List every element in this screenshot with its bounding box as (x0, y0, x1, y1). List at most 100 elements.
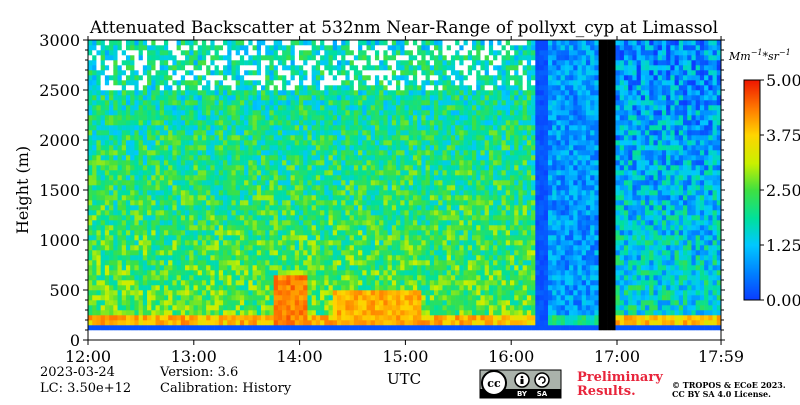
heatmap-cell (218, 235, 224, 241)
heatmap-cell (252, 280, 258, 286)
heatmap-cell (400, 215, 405, 221)
heatmap-cell (134, 110, 139, 116)
heatmap-cell (248, 190, 253, 196)
heatmap-cell (370, 175, 376, 181)
heatmap-cell (206, 305, 211, 311)
heatmap-cell (210, 215, 215, 221)
heatmap-cell (172, 190, 177, 196)
heatmap-cell (408, 205, 414, 211)
heatmap-cell (404, 70, 410, 76)
heatmap-cell (214, 110, 220, 116)
heatmap-cell (417, 150, 422, 156)
heatmap-cell (311, 255, 317, 261)
heatmap-cell (109, 270, 114, 276)
heatmap-cell (425, 130, 431, 136)
heatmap-cell (180, 200, 186, 206)
heatmap-cell (189, 145, 194, 151)
heatmap-cell (421, 235, 426, 241)
heatmap-cell (294, 200, 300, 206)
heatmap-cell (273, 195, 279, 201)
heatmap-cell (193, 40, 199, 46)
heatmap-cell (311, 195, 317, 201)
heatmap-cell (252, 180, 258, 186)
heatmap-cell (231, 165, 236, 171)
heatmap-cell (434, 205, 439, 211)
heatmap-cell (189, 320, 194, 326)
heatmap-cell (261, 110, 266, 116)
heatmap-cell (176, 235, 182, 241)
heatmap-cell (155, 155, 161, 161)
heatmap-cell (391, 135, 397, 141)
heatmap-cell (303, 215, 308, 221)
heatmap-cell (231, 245, 236, 251)
heatmap-cell (277, 90, 283, 96)
heatmap-cell (210, 115, 215, 121)
heatmap-cell (387, 150, 393, 156)
heatmap-cell (311, 165, 317, 171)
heatmap-cell (125, 110, 131, 116)
heatmap-cell (185, 215, 190, 221)
heatmap-cell (303, 130, 308, 136)
heatmap-cell (138, 280, 144, 286)
heatmap-cell (155, 145, 161, 151)
heatmap-cell (324, 235, 329, 241)
heatmap-cell (400, 125, 405, 131)
heatmap-cell (235, 195, 241, 201)
heatmap-cell (417, 65, 422, 71)
heatmap-cell (176, 140, 182, 146)
heatmap-cell (163, 75, 169, 81)
heatmap-cell (336, 130, 342, 136)
heatmap-cell (277, 160, 283, 166)
heatmap-cell (370, 150, 376, 156)
heatmap-cell (265, 120, 270, 126)
heatmap-cell (138, 160, 144, 166)
heatmap-cell (239, 175, 245, 181)
heatmap-cell (147, 295, 152, 301)
heatmap-cell (159, 175, 165, 181)
heatmap-cell (142, 100, 148, 106)
heatmap-cell (223, 195, 228, 201)
heatmap-cell (159, 260, 165, 266)
heatmap-cell (109, 160, 114, 166)
heatmap-cell (159, 255, 165, 261)
heatmap-cell (362, 325, 367, 331)
heatmap-cell (412, 175, 418, 181)
heatmap-cell (155, 135, 161, 141)
heatmap-cell (374, 200, 380, 206)
heatmap-cell (282, 240, 287, 246)
heatmap-cell (269, 55, 274, 61)
heatmap-cell (294, 110, 300, 116)
heatmap-cell (88, 90, 93, 96)
heatmap-cell (147, 235, 152, 241)
heatmap-cell (185, 250, 190, 256)
heatmap-cell (180, 295, 186, 301)
heatmap-cell (387, 180, 393, 186)
heatmap-cell (290, 115, 296, 121)
heatmap-cell (273, 300, 279, 306)
heatmap-cell (130, 155, 135, 161)
heatmap-cell (252, 225, 258, 231)
heatmap-cell (387, 90, 393, 96)
heatmap-cell (130, 260, 135, 266)
heatmap-cell (121, 65, 127, 71)
heatmap-cell (429, 220, 435, 226)
heatmap-cell (429, 250, 435, 256)
heatmap-cell (104, 280, 110, 286)
heatmap-cell (404, 130, 410, 136)
heatmap-cell (374, 40, 380, 46)
heatmap-cell (117, 105, 123, 111)
heatmap-cell (168, 65, 173, 71)
heatmap-cell (113, 320, 118, 326)
heatmap-cell (315, 205, 321, 211)
heatmap-cell (286, 60, 291, 66)
heatmap-cell (189, 120, 194, 126)
heatmap-cell (155, 100, 161, 106)
heatmap-cell (277, 230, 283, 236)
heatmap-cell (387, 235, 393, 241)
heatmap-cell (303, 165, 308, 171)
heatmap-cell (311, 70, 317, 76)
heatmap-cell (117, 235, 123, 241)
heatmap-cell (248, 105, 253, 111)
heatmap-cell (138, 100, 144, 106)
heatmap-cell (235, 100, 241, 106)
